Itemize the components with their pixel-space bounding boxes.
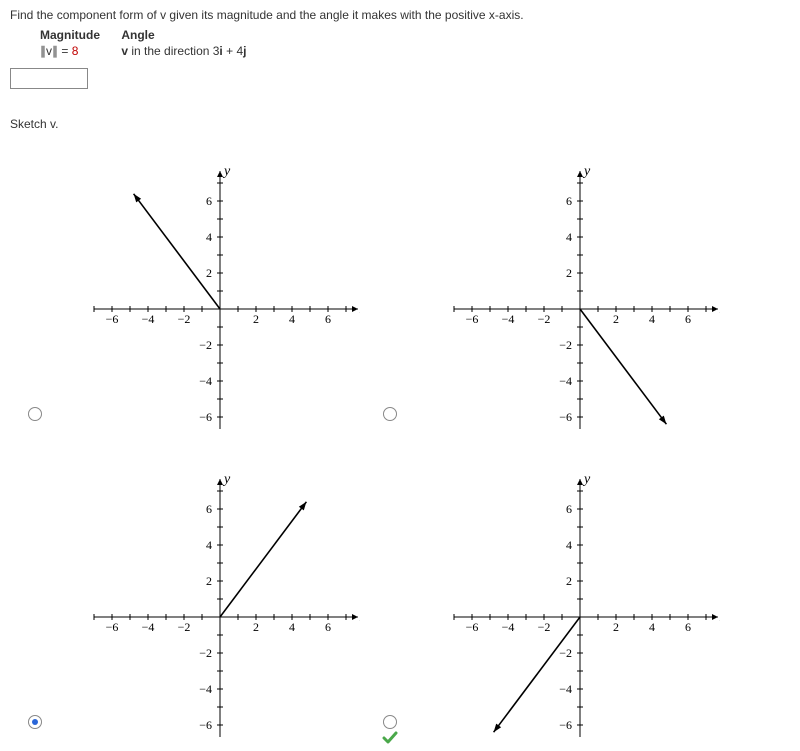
svg-text:6: 6 (685, 620, 691, 634)
svg-text:y: y (222, 164, 231, 179)
magnitude-value: ∥v∥ = 8 (40, 44, 100, 58)
svg-text:x: x (359, 302, 360, 317)
svg-text:−2: −2 (199, 646, 212, 660)
option-radio-A (10, 407, 60, 429)
svg-text:6: 6 (566, 194, 572, 208)
svg-text:2: 2 (206, 574, 212, 588)
correct-check-icon (382, 731, 398, 745)
radio-button[interactable] (28, 407, 42, 421)
angle-header: Angle (121, 28, 246, 42)
svg-text:−2: −2 (178, 312, 191, 326)
svg-text:−6: −6 (466, 312, 479, 326)
svg-text:x: x (719, 302, 720, 317)
svg-text:−2: −2 (559, 646, 572, 660)
magnitude-expr: ∥v∥ = (40, 44, 72, 58)
svg-text:−2: −2 (538, 620, 551, 634)
svg-text:2: 2 (613, 620, 619, 634)
option-plot-C: −6 −6 −4 −4 −2 −2 2 2 4 4 6 6 y x (60, 467, 360, 737)
svg-text:−2: −2 (559, 338, 572, 352)
svg-text:4: 4 (289, 312, 295, 326)
svg-text:−4: −4 (142, 620, 155, 634)
svg-text:−4: −4 (559, 374, 572, 388)
svg-text:−6: −6 (559, 410, 572, 424)
svg-text:−6: −6 (106, 620, 119, 634)
svg-text:6: 6 (325, 620, 331, 634)
option-radio-B (360, 407, 420, 429)
svg-text:−6: −6 (466, 620, 479, 634)
option-plot-A: −6 −6 −4 −4 −2 −2 2 2 4 4 6 6 y x (60, 159, 360, 429)
svg-text:−6: −6 (199, 718, 212, 732)
svg-text:x: x (719, 610, 720, 625)
svg-text:4: 4 (566, 538, 572, 552)
radio-button[interactable] (28, 715, 42, 729)
svg-text:−4: −4 (502, 620, 515, 634)
radio-button[interactable] (383, 715, 397, 729)
angle-value: v in the direction 3i + 4j (121, 44, 246, 58)
options-grid: −6 −6 −4 −4 −2 −2 2 2 4 4 6 6 y x −6 −6 −4 −4 −2 −2 2 2 4 4 6 6 y x… (10, 139, 790, 737)
svg-text:4: 4 (289, 620, 295, 634)
radio-button[interactable] (383, 407, 397, 421)
svg-text:4: 4 (206, 538, 212, 552)
option-plot-B: −6 −6 −4 −4 −2 −2 2 2 4 4 6 6 y x (420, 159, 720, 429)
given-header: Magnitude ∥v∥ = 8 Angle v in the directi… (40, 28, 790, 58)
svg-text:−6: −6 (559, 718, 572, 732)
svg-text:−2: −2 (538, 312, 551, 326)
svg-text:y: y (582, 472, 591, 487)
sketch-label: Sketch v. (10, 117, 790, 131)
svg-text:2: 2 (566, 574, 572, 588)
option-radio-D (360, 715, 420, 737)
svg-text:−4: −4 (199, 682, 212, 696)
svg-text:4: 4 (206, 230, 212, 244)
svg-text:−6: −6 (199, 410, 212, 424)
svg-text:6: 6 (206, 194, 212, 208)
magnitude-number: 8 (72, 44, 79, 58)
svg-text:2: 2 (566, 266, 572, 280)
svg-text:2: 2 (253, 620, 259, 634)
option-radio-C (10, 715, 60, 737)
svg-text:2: 2 (613, 312, 619, 326)
svg-text:6: 6 (685, 312, 691, 326)
svg-text:2: 2 (253, 312, 259, 326)
answer-input[interactable] (10, 68, 88, 89)
svg-text:y: y (222, 472, 231, 487)
svg-text:2: 2 (206, 266, 212, 280)
svg-text:−4: −4 (142, 312, 155, 326)
svg-text:−6: −6 (106, 312, 119, 326)
svg-text:6: 6 (325, 312, 331, 326)
question-prompt: Find the component form of v given its m… (10, 8, 790, 22)
svg-text:−2: −2 (199, 338, 212, 352)
svg-text:6: 6 (206, 502, 212, 516)
svg-text:−4: −4 (502, 312, 515, 326)
svg-text:y: y (582, 164, 591, 179)
svg-text:6: 6 (566, 502, 572, 516)
svg-text:4: 4 (649, 312, 655, 326)
option-plot-D: −6 −6 −4 −4 −2 −2 2 2 4 4 6 6 y x (420, 467, 720, 737)
svg-text:x: x (359, 610, 360, 625)
svg-text:4: 4 (566, 230, 572, 244)
svg-text:−4: −4 (559, 682, 572, 696)
svg-text:−2: −2 (178, 620, 191, 634)
magnitude-header: Magnitude (40, 28, 100, 42)
svg-text:4: 4 (649, 620, 655, 634)
svg-text:−4: −4 (199, 374, 212, 388)
